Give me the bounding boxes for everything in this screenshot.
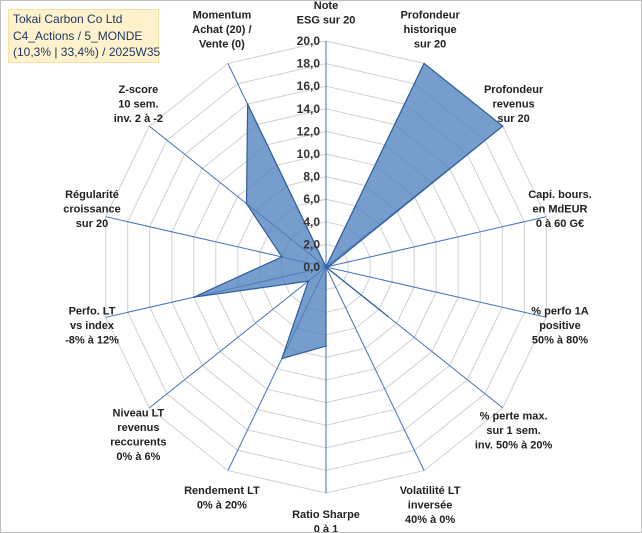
axis-label-line: % perte max. bbox=[480, 410, 548, 422]
axis-label-line: 0% à 6% bbox=[116, 451, 160, 463]
axis-label-line: inv. 2 à -2 bbox=[114, 113, 163, 125]
tick-label: 4,0 bbox=[303, 215, 320, 229]
tick-label: 14,0 bbox=[297, 102, 321, 116]
axis-label-line: Note bbox=[314, 1, 338, 12]
axis-label-line: historique bbox=[404, 24, 457, 36]
company-name: Tokai Carbon Co Ltd bbox=[13, 12, 123, 26]
data-point bbox=[325, 345, 327, 347]
axis-label-line: Profondeur bbox=[484, 84, 544, 96]
chart-title-box: Tokai Carbon Co Ltd C4_Actions / 5_MONDE… bbox=[8, 9, 161, 63]
axis-label-line: 0 à 60 G€ bbox=[536, 218, 584, 230]
axis-label: Note ESG sur 20 bbox=[297, 1, 356, 27]
axis-label-line: Niveau LT bbox=[113, 408, 165, 420]
axis-label: Régularité croissance sur 20 bbox=[63, 189, 120, 230]
axis-label-line: Achat (20) / bbox=[192, 24, 251, 36]
axis-label-line: vs index bbox=[70, 320, 115, 332]
axis-label-line: inv. 50% à 20% bbox=[475, 439, 553, 451]
axis-label-line: sur 20 bbox=[497, 113, 529, 125]
axis-label: Niveau LT revenus reccurents 0% à 6% bbox=[110, 408, 166, 464]
axis-label-line: Momentum bbox=[193, 9, 252, 21]
axis-label-line: revenus bbox=[492, 99, 534, 111]
tick-label: 6,0 bbox=[303, 192, 320, 206]
axis-label-line: sur 20 bbox=[76, 218, 108, 230]
axis-label-line: Régularité bbox=[65, 189, 119, 201]
axis-label: Profondeur historique sur 20 bbox=[400, 9, 460, 50]
axis-label: Perfo. LT vs index -8% à 12% bbox=[65, 306, 119, 347]
axis-label-line: 40% à 0% bbox=[405, 514, 455, 526]
axis-label: Z-score 10 sem. inv. 2 à -2 bbox=[114, 84, 163, 125]
data-point bbox=[281, 256, 283, 258]
performance-week: (10,3% | 33,4%) / 2025W35 bbox=[13, 45, 161, 59]
tick-label: 10,0 bbox=[297, 147, 321, 161]
axis-spoke bbox=[325, 266, 425, 471]
axis-label-line: Z-score bbox=[119, 84, 159, 96]
tick-label: 16,0 bbox=[297, 79, 321, 93]
tick-label: 8,0 bbox=[303, 170, 320, 184]
axis-label-line: sur 1 sem. bbox=[486, 425, 540, 437]
tick-label: 0,0 bbox=[303, 260, 320, 274]
axis-label-line: Capi. bours. bbox=[528, 189, 592, 201]
tick-label: 18,0 bbox=[297, 57, 321, 71]
axis-label-line: positive bbox=[539, 320, 581, 332]
data-point bbox=[325, 266, 327, 268]
data-point bbox=[281, 357, 283, 360]
axis-label-line: -8% à 12% bbox=[65, 335, 119, 347]
label-layer: Note ESG sur 20 Profondeur historique sur 20… bbox=[63, 1, 592, 532]
data-point bbox=[387, 315, 389, 318]
data-point bbox=[423, 62, 425, 65]
axis-spoke bbox=[325, 266, 547, 318]
axis-label: Capi. bours. en MdEUR 0 à 60 G€ bbox=[528, 189, 592, 230]
data-layer bbox=[193, 62, 504, 360]
axis-label-line: 50% à 80% bbox=[532, 335, 588, 347]
axis-label-line: Vente (0) bbox=[199, 38, 245, 50]
tick-label: 12,0 bbox=[297, 124, 321, 138]
axis-label-line: Profondeur bbox=[400, 9, 460, 21]
axis-label-line: en MdEUR bbox=[533, 204, 588, 216]
axis-label: % perfo 1A positive 50% à 80% bbox=[531, 306, 589, 347]
axis-label-line: ESG sur 20 bbox=[297, 15, 356, 27]
portfolio-path: C4_Actions / 5_MONDE bbox=[13, 28, 143, 43]
axis-spoke bbox=[148, 266, 327, 409]
axis-label-line: croissance bbox=[63, 204, 120, 216]
axis-label-line: 0 à 1 bbox=[314, 524, 338, 533]
axis-label: Momentum Achat (20) / Vente (0) bbox=[192, 9, 251, 50]
data-point bbox=[501, 125, 504, 127]
axis-label-line: inversée bbox=[408, 500, 453, 512]
tick-layer: 0,0 2,0 4,0 6,0 8,0 10,0 12,0 14,0 16,0 18,0 20,0 bbox=[297, 34, 321, 274]
axis-label-line: Volatilité LT bbox=[400, 485, 461, 497]
data-point bbox=[246, 103, 249, 105]
tick-label: 20,0 bbox=[297, 34, 321, 48]
data-point bbox=[328, 265, 331, 268]
data-point bbox=[245, 202, 248, 205]
axis-label-line: reccurents bbox=[110, 437, 166, 449]
axis-label-line: Perfo. LT bbox=[69, 306, 116, 318]
axis-label: Volatilité LT inversée 40% à 0% bbox=[400, 485, 461, 526]
axis-label: Ratio Sharpe 0 à 1 bbox=[292, 509, 360, 532]
axis-label: Rendement LT 0% à 20% bbox=[184, 485, 260, 512]
axis-label-line: % perfo 1A bbox=[531, 306, 589, 318]
axis-label: Profondeur revenus sur 20 bbox=[484, 84, 544, 125]
axis-label-line: revenus bbox=[117, 422, 159, 434]
axis-label-line: sur 20 bbox=[414, 38, 446, 50]
tick-label: 2,0 bbox=[303, 237, 320, 251]
axis-spoke bbox=[325, 216, 547, 268]
data-point bbox=[307, 280, 310, 282]
axis-label-line: 0% à 20% bbox=[197, 500, 247, 512]
axis-label-line: Ratio Sharpe bbox=[292, 509, 360, 521]
data-point bbox=[193, 296, 195, 299]
axis-label: % perte max. sur 1 sem. inv. 50% à 20% bbox=[475, 410, 553, 451]
axis-label-line: Rendement LT bbox=[184, 485, 260, 497]
axis-label-line: 10 sem. bbox=[118, 99, 158, 111]
